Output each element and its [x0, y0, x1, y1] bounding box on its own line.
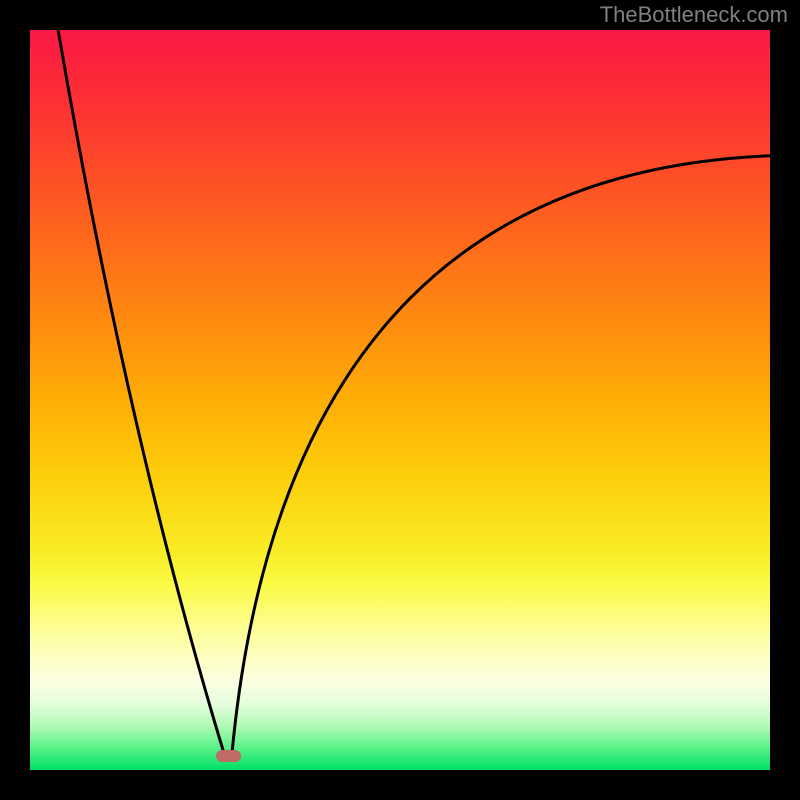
watermark-text: TheBottleneck.com [600, 2, 788, 28]
plot-area [30, 30, 770, 770]
minimum-marker [216, 750, 240, 762]
bottleneck-curve [30, 30, 770, 770]
